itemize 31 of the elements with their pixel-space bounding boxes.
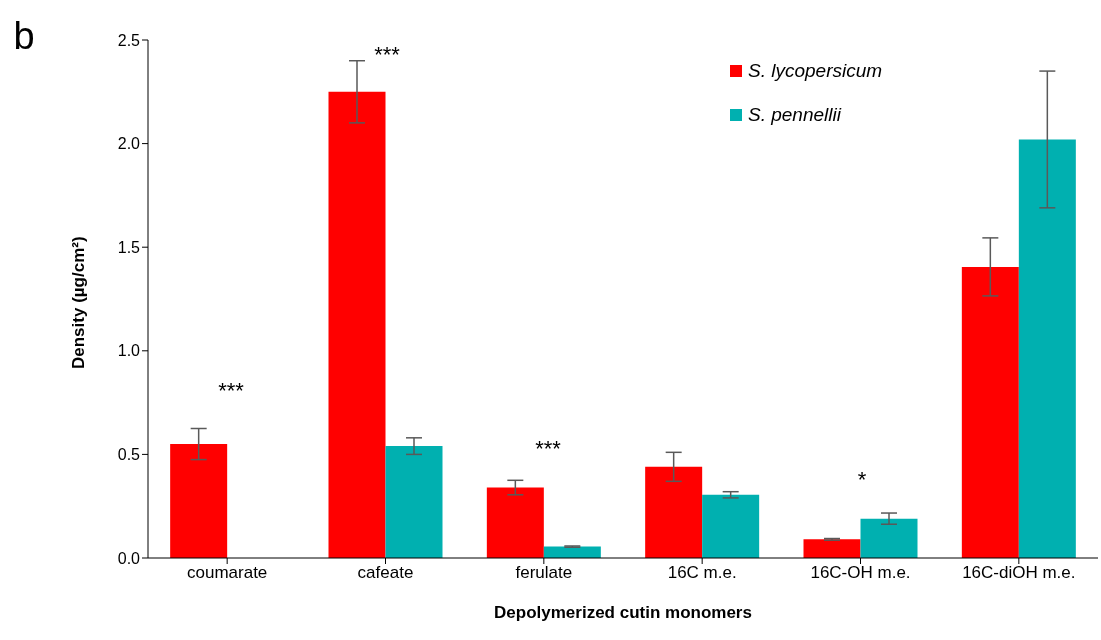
bar [803,539,861,558]
x-tick-label: cafeate [357,563,414,583]
annotation: *** [374,42,400,67]
bar [328,91,386,558]
bar [385,446,443,558]
legend-label: S. pennellii [748,104,841,126]
y-tick-label: 2.0 [117,135,141,153]
legend-label: S. lycopersicum [748,60,883,82]
bar [702,494,760,558]
bar [486,487,544,558]
y-tick-label: 0.0 [117,549,141,567]
y-tick-label: 1.0 [117,342,141,360]
y-tick-label: 0.5 [117,446,141,464]
bar [961,266,1019,558]
annotation: * [857,467,867,492]
bar [860,518,918,558]
x-axis-title: Depolymerized cutin monomers [494,603,752,622]
y-tick-label: 1.5 [117,238,141,256]
x-tick-label: ferulate [515,563,573,583]
text: b [13,15,35,57]
annotation: *** [218,378,244,403]
x-tick-label: 16C m.e. [667,563,737,583]
y-tick-label: 2.5 [117,31,141,49]
x-tick-label: 16C-diOH m.e. [962,563,1076,583]
y-axis-title: Density (µg/cm²) [69,236,89,369]
x-tick-label: 16C-OH m.e. [810,563,911,583]
bar [645,466,703,558]
bar [1018,139,1076,558]
x-tick-label: coumarate [187,563,268,583]
annotation: *** [535,436,561,461]
bar [170,444,228,558]
